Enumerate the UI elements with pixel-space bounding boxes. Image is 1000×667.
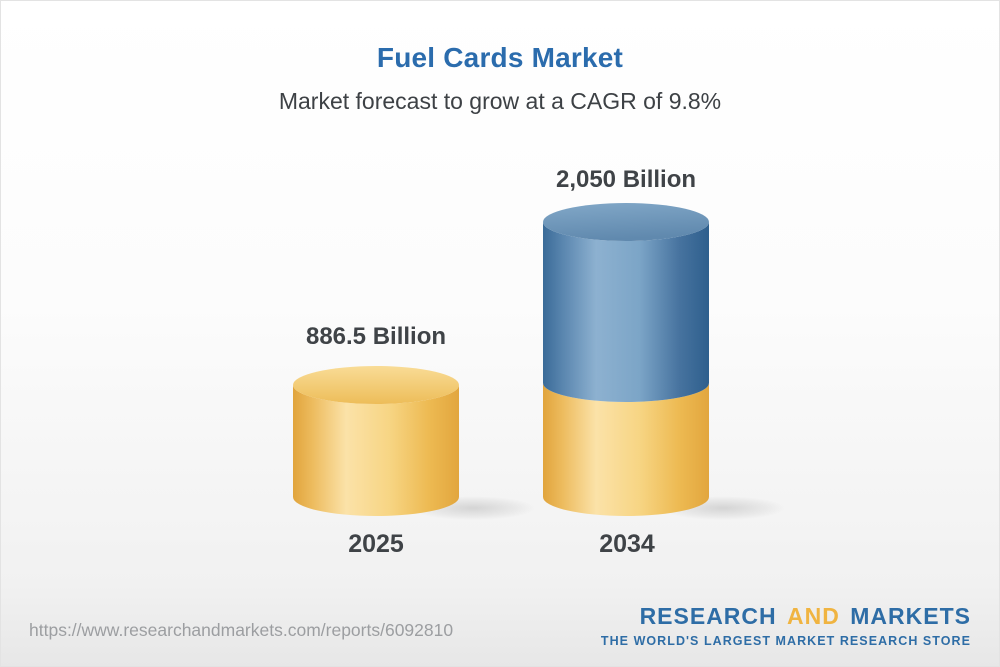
cylinder-2034-top (543, 203, 709, 241)
chart-title: Fuel Cards Market (376, 42, 624, 73)
cylinder-2025-top (293, 366, 459, 404)
brand-logo-wordmark: RESEARCH AND MARKETS (601, 605, 971, 628)
logo-word-and: AND (787, 603, 840, 629)
logo-word-research: RESEARCH (639, 603, 777, 629)
cylinder-2034-base-body (543, 383, 709, 516)
x-axis-label-2025: 2025 (348, 530, 404, 558)
cylinder-2034-growth-body (543, 222, 709, 402)
bar-value-label-2034: 2,050 Billion (555, 166, 697, 193)
report-url-link[interactable]: https://www.researchandmarkets.com/repor… (29, 620, 454, 640)
brand-tagline: THE WORLD'S LARGEST MARKET RESEARCH STOR… (600, 634, 971, 648)
x-axis-label-2034: 2034 (599, 530, 655, 558)
brand-logo: RESEARCH AND MARKETS THE WORLD'S LARGEST… (601, 605, 971, 648)
bar-value-label-2025: 886.5 Billion (305, 323, 447, 350)
cylinder-2025-body (293, 385, 459, 516)
chart-subtitle: Market forecast to grow at a CAGR of 9.8… (278, 88, 722, 114)
bar-2034 (543, 203, 709, 516)
bar-2025 (293, 366, 459, 516)
logo-word-markets: MARKETS (850, 603, 971, 629)
